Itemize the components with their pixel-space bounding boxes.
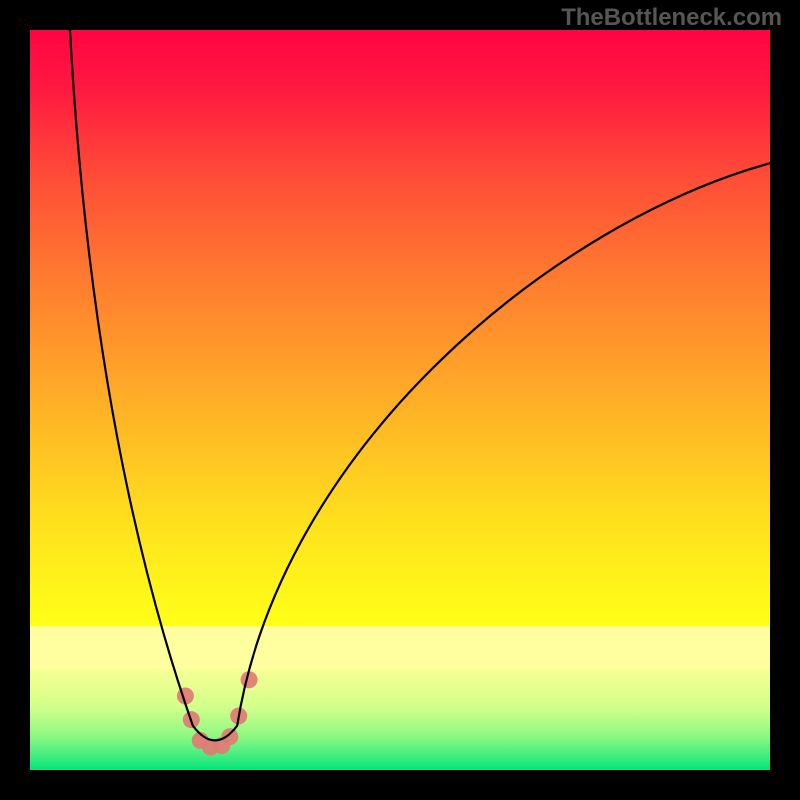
marker-dot <box>221 728 238 745</box>
curve-layer <box>30 30 770 770</box>
watermark-text: TheBottleneck.com <box>561 4 782 32</box>
plot-area <box>30 30 770 770</box>
bottleneck-curve <box>70 30 770 740</box>
